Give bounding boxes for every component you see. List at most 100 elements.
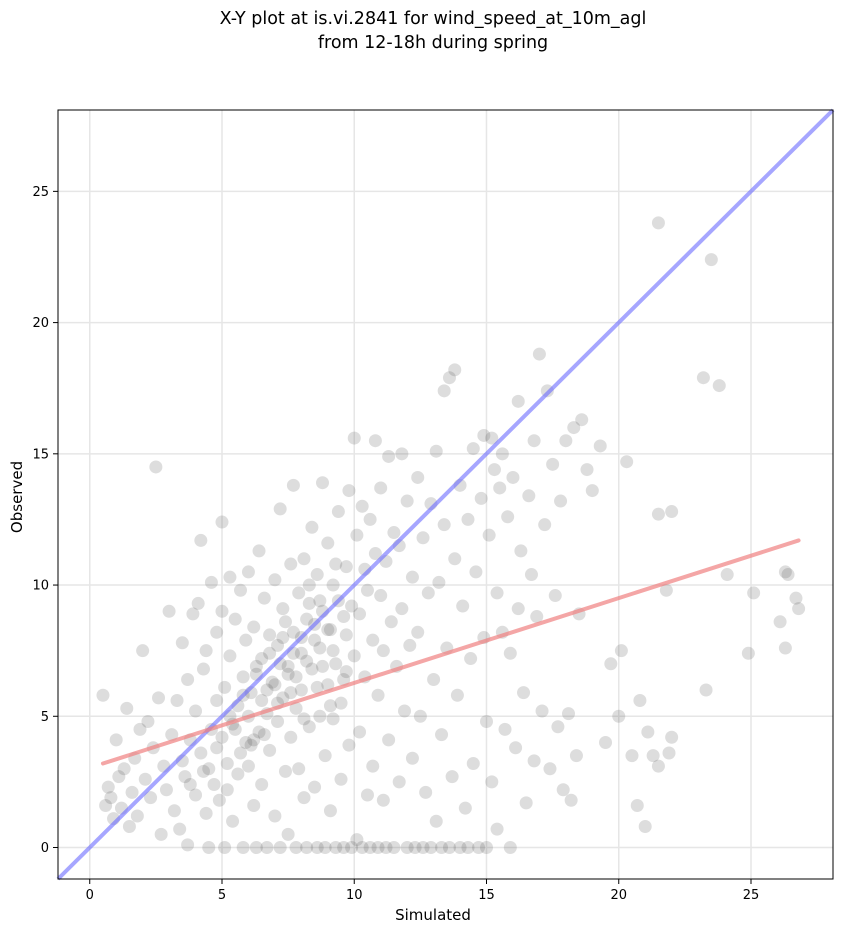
data-point (281, 667, 295, 681)
data-point (271, 715, 285, 729)
data-point (450, 688, 464, 702)
data-point (220, 757, 234, 771)
data-point (376, 793, 390, 807)
data-point (527, 434, 541, 448)
data-point (236, 670, 250, 684)
data-point (416, 531, 430, 545)
y-tick-label: 5 (41, 710, 49, 725)
data-point (405, 570, 419, 584)
data-point (247, 620, 261, 634)
data-point (308, 633, 322, 647)
data-point (638, 820, 652, 834)
x-tick-label: 0 (86, 888, 94, 903)
data-point (263, 646, 277, 660)
data-point (186, 607, 200, 621)
y-tick-label: 20 (32, 316, 49, 331)
data-point (339, 628, 353, 642)
chart-title-line1: X-Y plot at is.vi.2841 for wind_speed_at… (220, 9, 647, 29)
data-point (212, 793, 226, 807)
data-point (294, 683, 308, 697)
x-tick-label: 15 (478, 888, 495, 903)
x-axis-label: Simulated (395, 906, 471, 924)
data-point (442, 371, 456, 385)
data-point (543, 762, 557, 776)
data-point (379, 841, 393, 855)
data-point (408, 841, 422, 855)
data-point (323, 623, 337, 637)
data-point (466, 757, 480, 771)
data-point (210, 625, 224, 639)
data-point (326, 644, 340, 658)
data-point (318, 841, 332, 855)
data-point (519, 796, 533, 810)
data-point (363, 512, 377, 526)
x-tick-label: 20 (610, 888, 627, 903)
data-point (260, 683, 274, 697)
data-point (337, 673, 351, 687)
data-point (278, 764, 292, 778)
data-point (215, 604, 229, 618)
data-point (255, 694, 269, 708)
data-point (329, 657, 343, 671)
data-point (472, 841, 486, 855)
data-point (276, 631, 290, 645)
data-point (382, 733, 396, 747)
data-point (633, 694, 647, 708)
data-point (278, 615, 292, 629)
data-point (506, 470, 520, 484)
data-point (604, 657, 618, 671)
data-point (530, 610, 544, 624)
data-point (630, 799, 644, 813)
data-point (442, 841, 456, 855)
y-tick-label: 15 (32, 447, 49, 462)
data-point (395, 602, 409, 616)
data-point (183, 778, 197, 792)
data-point (321, 678, 335, 692)
data-point (215, 515, 229, 529)
data-point (477, 428, 491, 442)
data-point (490, 586, 504, 600)
data-point (461, 512, 475, 526)
axis-ticks: 0 5 10 15 20 25 0 5 10 15 20 25 (32, 185, 759, 903)
data-point (99, 799, 113, 813)
data-point (564, 793, 578, 807)
data-point (585, 484, 599, 498)
data-point (218, 841, 232, 855)
data-point (503, 841, 517, 855)
data-point (236, 841, 250, 855)
data-point (234, 746, 248, 760)
data-point (432, 575, 446, 589)
data-point (220, 783, 234, 797)
data-point (218, 680, 232, 694)
data-point (286, 625, 300, 639)
data-point (498, 722, 512, 736)
data-point (302, 720, 316, 734)
data-point (546, 457, 560, 471)
data-point (144, 791, 158, 805)
data-point (308, 780, 322, 794)
data-point (120, 701, 134, 715)
data-point (398, 704, 412, 718)
data-point (284, 557, 298, 571)
y-tick-label: 25 (32, 185, 49, 200)
data-point (276, 602, 290, 616)
data-point (136, 644, 150, 658)
data-point (461, 841, 475, 855)
data-point (152, 691, 166, 705)
data-point (662, 746, 676, 760)
data-point (355, 841, 369, 855)
data-point (387, 526, 401, 540)
data-point (411, 470, 425, 484)
data-point (337, 610, 351, 624)
data-point (284, 730, 298, 744)
data-point (593, 439, 607, 453)
data-point (276, 691, 290, 705)
data-point (149, 460, 163, 474)
data-point (421, 586, 435, 600)
data-point (223, 570, 237, 584)
data-point (416, 841, 430, 855)
data-point (101, 780, 115, 794)
data-point (567, 421, 581, 435)
data-point (104, 791, 118, 805)
